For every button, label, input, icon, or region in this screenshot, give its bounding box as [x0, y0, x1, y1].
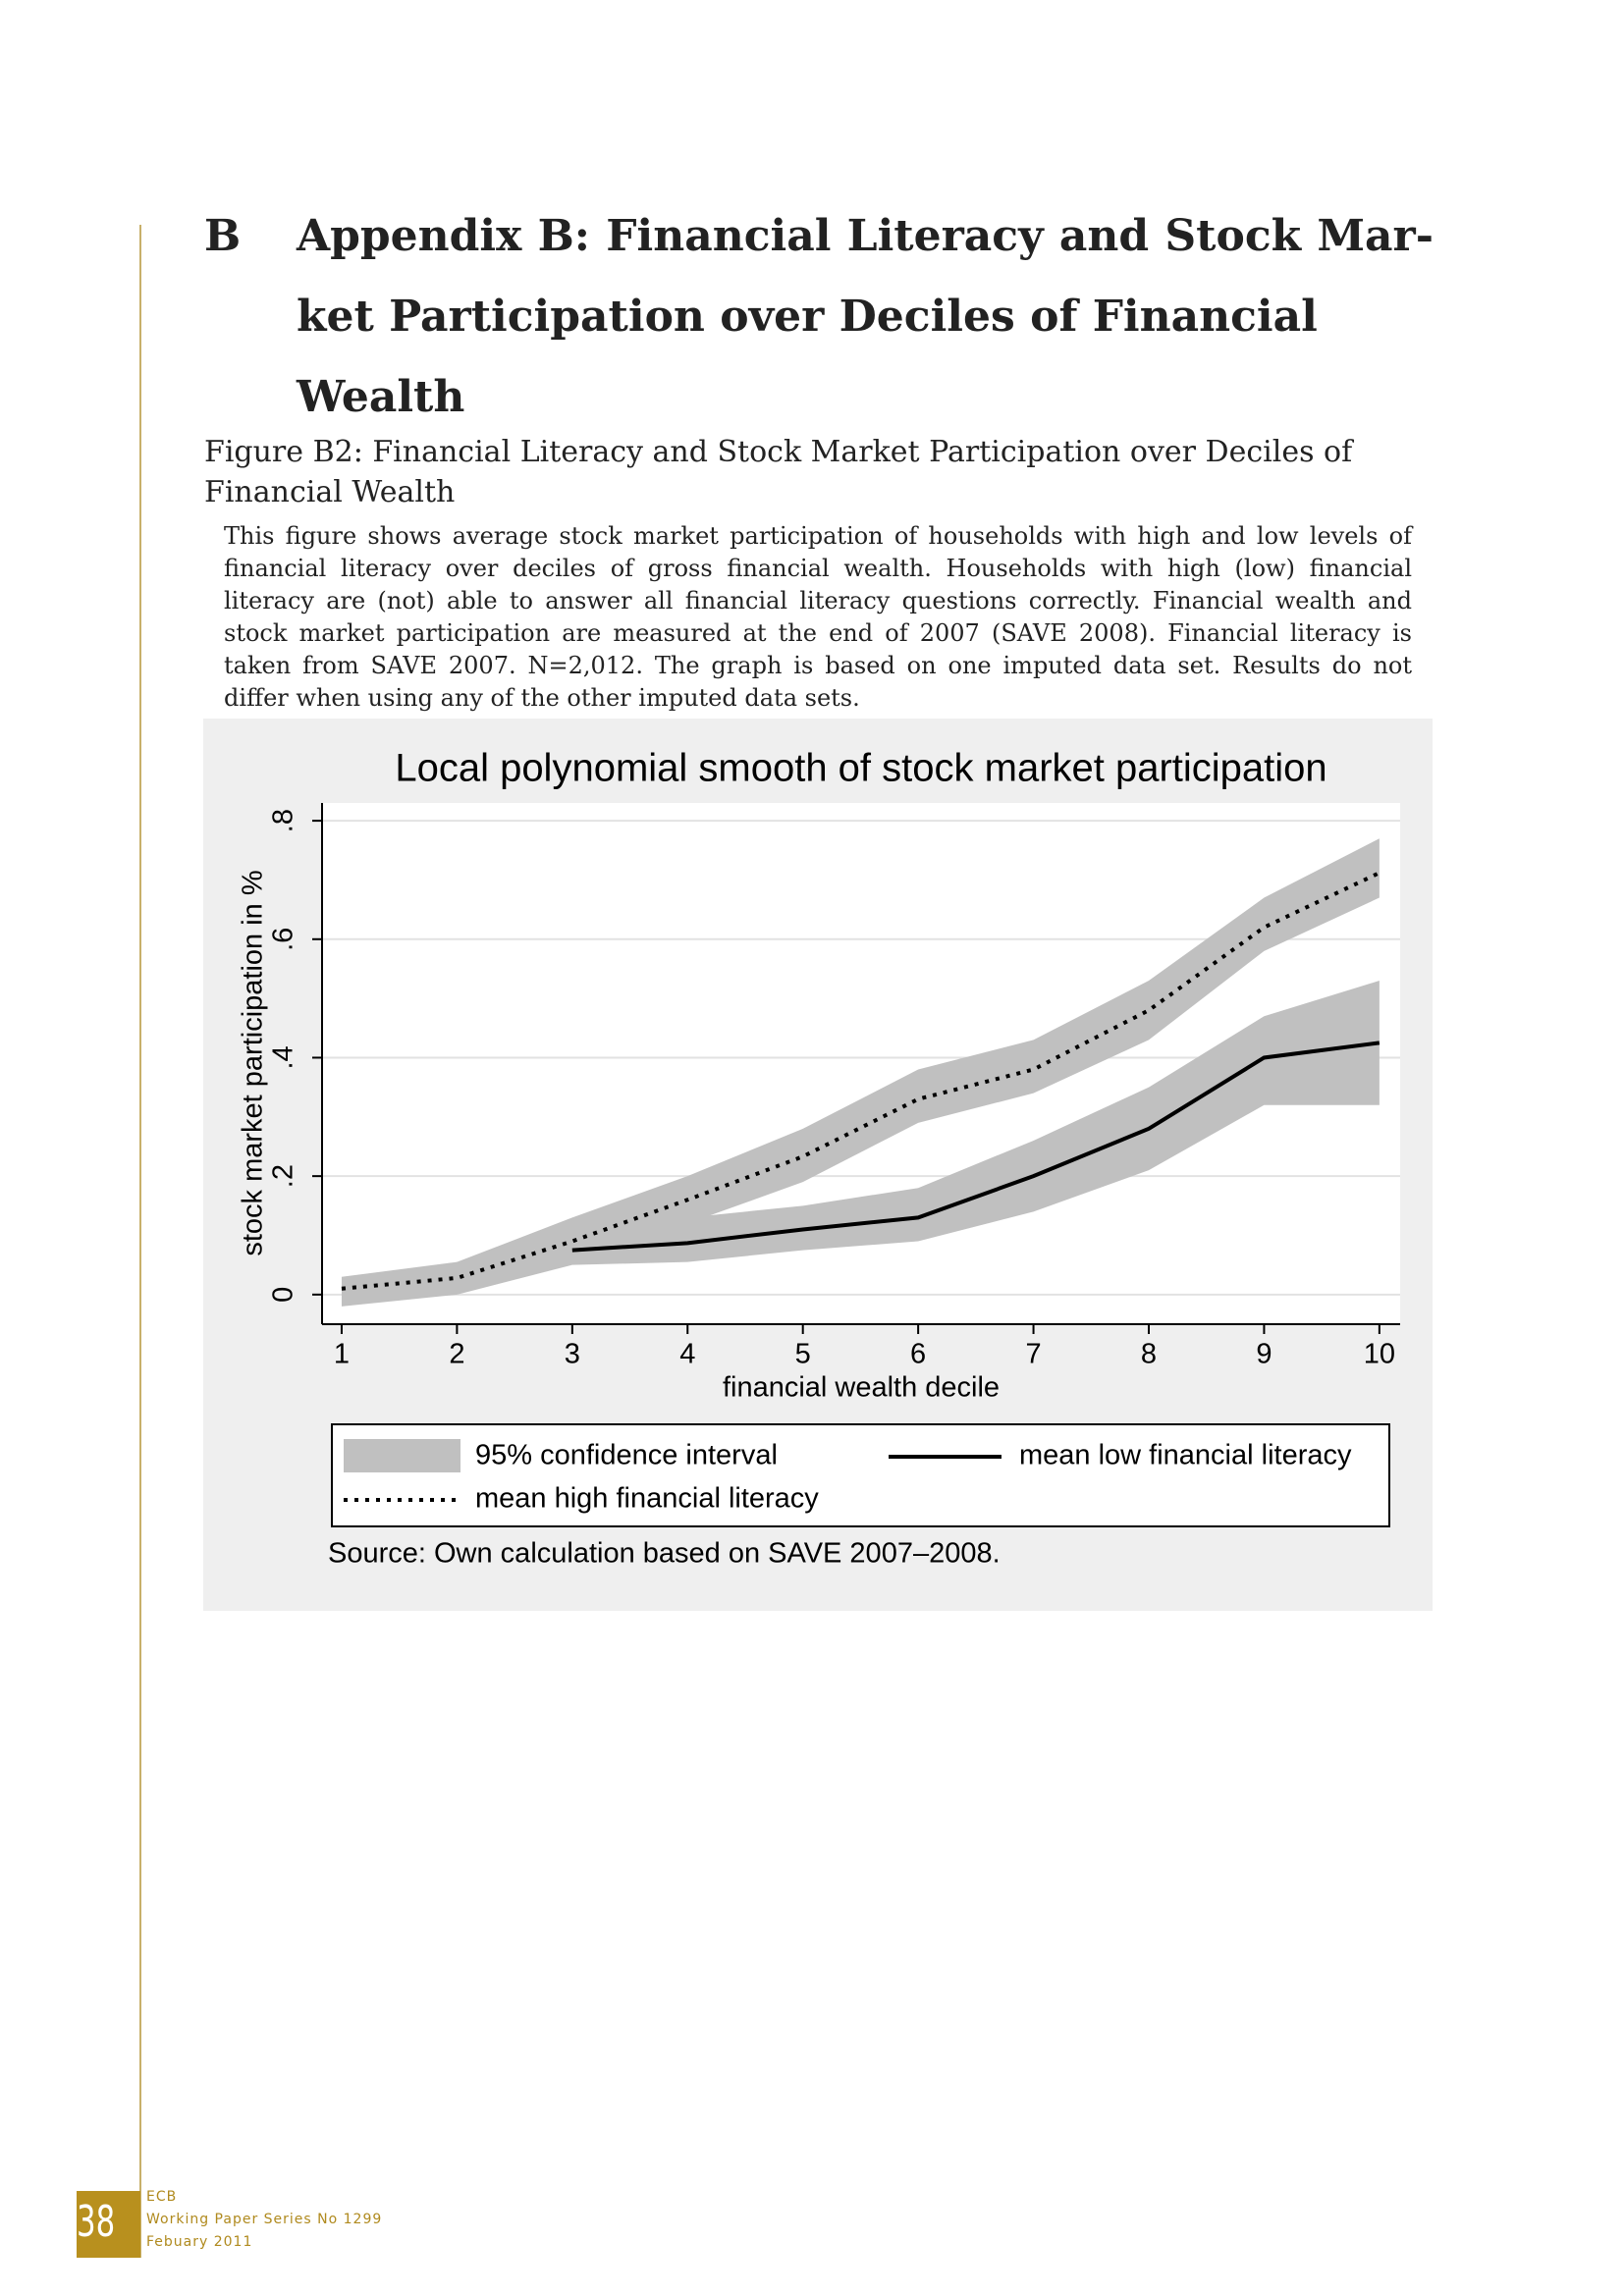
footer-line: Working Paper Series No 1299: [146, 2212, 383, 2227]
y-tick-label: .2: [268, 1164, 299, 1188]
plot: 0 .2 .4 .6 .8 1 2 3 4 5 6 7 8 9 10: [268, 803, 1400, 1370]
legend-label: mean high financial literacy: [475, 1483, 819, 1515]
legend-swatch: [344, 1439, 460, 1472]
legend-label: 95% confidence interval: [475, 1440, 778, 1471]
y-tick-label: .8: [268, 809, 299, 832]
legend-label: mean low financial literacy: [1019, 1440, 1352, 1471]
confidence-band: [571, 981, 1380, 1265]
x-tick-label: 8: [1141, 1339, 1157, 1370]
x-tick-label: 10: [1364, 1339, 1395, 1370]
legend: [331, 1423, 1390, 1527]
x-axis-label: financial wealth decile: [723, 1372, 1000, 1404]
y-tick-label: .4: [268, 1045, 299, 1069]
title-line: ket Participation over Deciles of Financ…: [297, 292, 1318, 422]
x-tick-label: 1: [334, 1339, 350, 1370]
title-line: Appendix B: Financial Literacy and Stock…: [297, 211, 1434, 261]
x-tick-label: 2: [449, 1339, 464, 1370]
chart-title: Local polynomial smooth of stock market …: [395, 747, 1326, 790]
x-tick-label: 6: [910, 1339, 926, 1370]
page-number-box: [77, 2191, 140, 2258]
footer-line: Febuary 2011: [146, 2234, 253, 2250]
section-number: B: [204, 211, 242, 261]
x-tick-label: 9: [1256, 1339, 1272, 1370]
x-tick-label: 7: [1025, 1339, 1041, 1370]
footer-lines: ECB Working Paper Series No 1299 Febuary…: [146, 2186, 382, 2254]
y-tick-label: .6: [268, 928, 299, 951]
footer-line: ECB: [146, 2189, 178, 2205]
figure-description: This figure shows average stock market p…: [224, 522, 1412, 712]
figure-caption: Figure B2: Financial Literacy and Stock …: [204, 435, 1353, 509]
page-number: 38: [77, 2197, 116, 2247]
x-tick-label: 3: [565, 1339, 580, 1370]
x-tick-label: 4: [679, 1339, 695, 1370]
margin-rule: [139, 225, 141, 2258]
source-note: Source: Own calculation based on SAVE 20…: [328, 1538, 1001, 1570]
x-tick-label: 5: [795, 1339, 811, 1370]
series-line: [571, 1041, 1380, 1253]
series-line: [341, 871, 1380, 1291]
section-title: Appendix B: Financial Literacy and Stock…: [297, 196, 1434, 438]
y-tick-label: 0: [268, 1287, 299, 1303]
y-axis-label: stock market participation in %: [238, 870, 269, 1255]
